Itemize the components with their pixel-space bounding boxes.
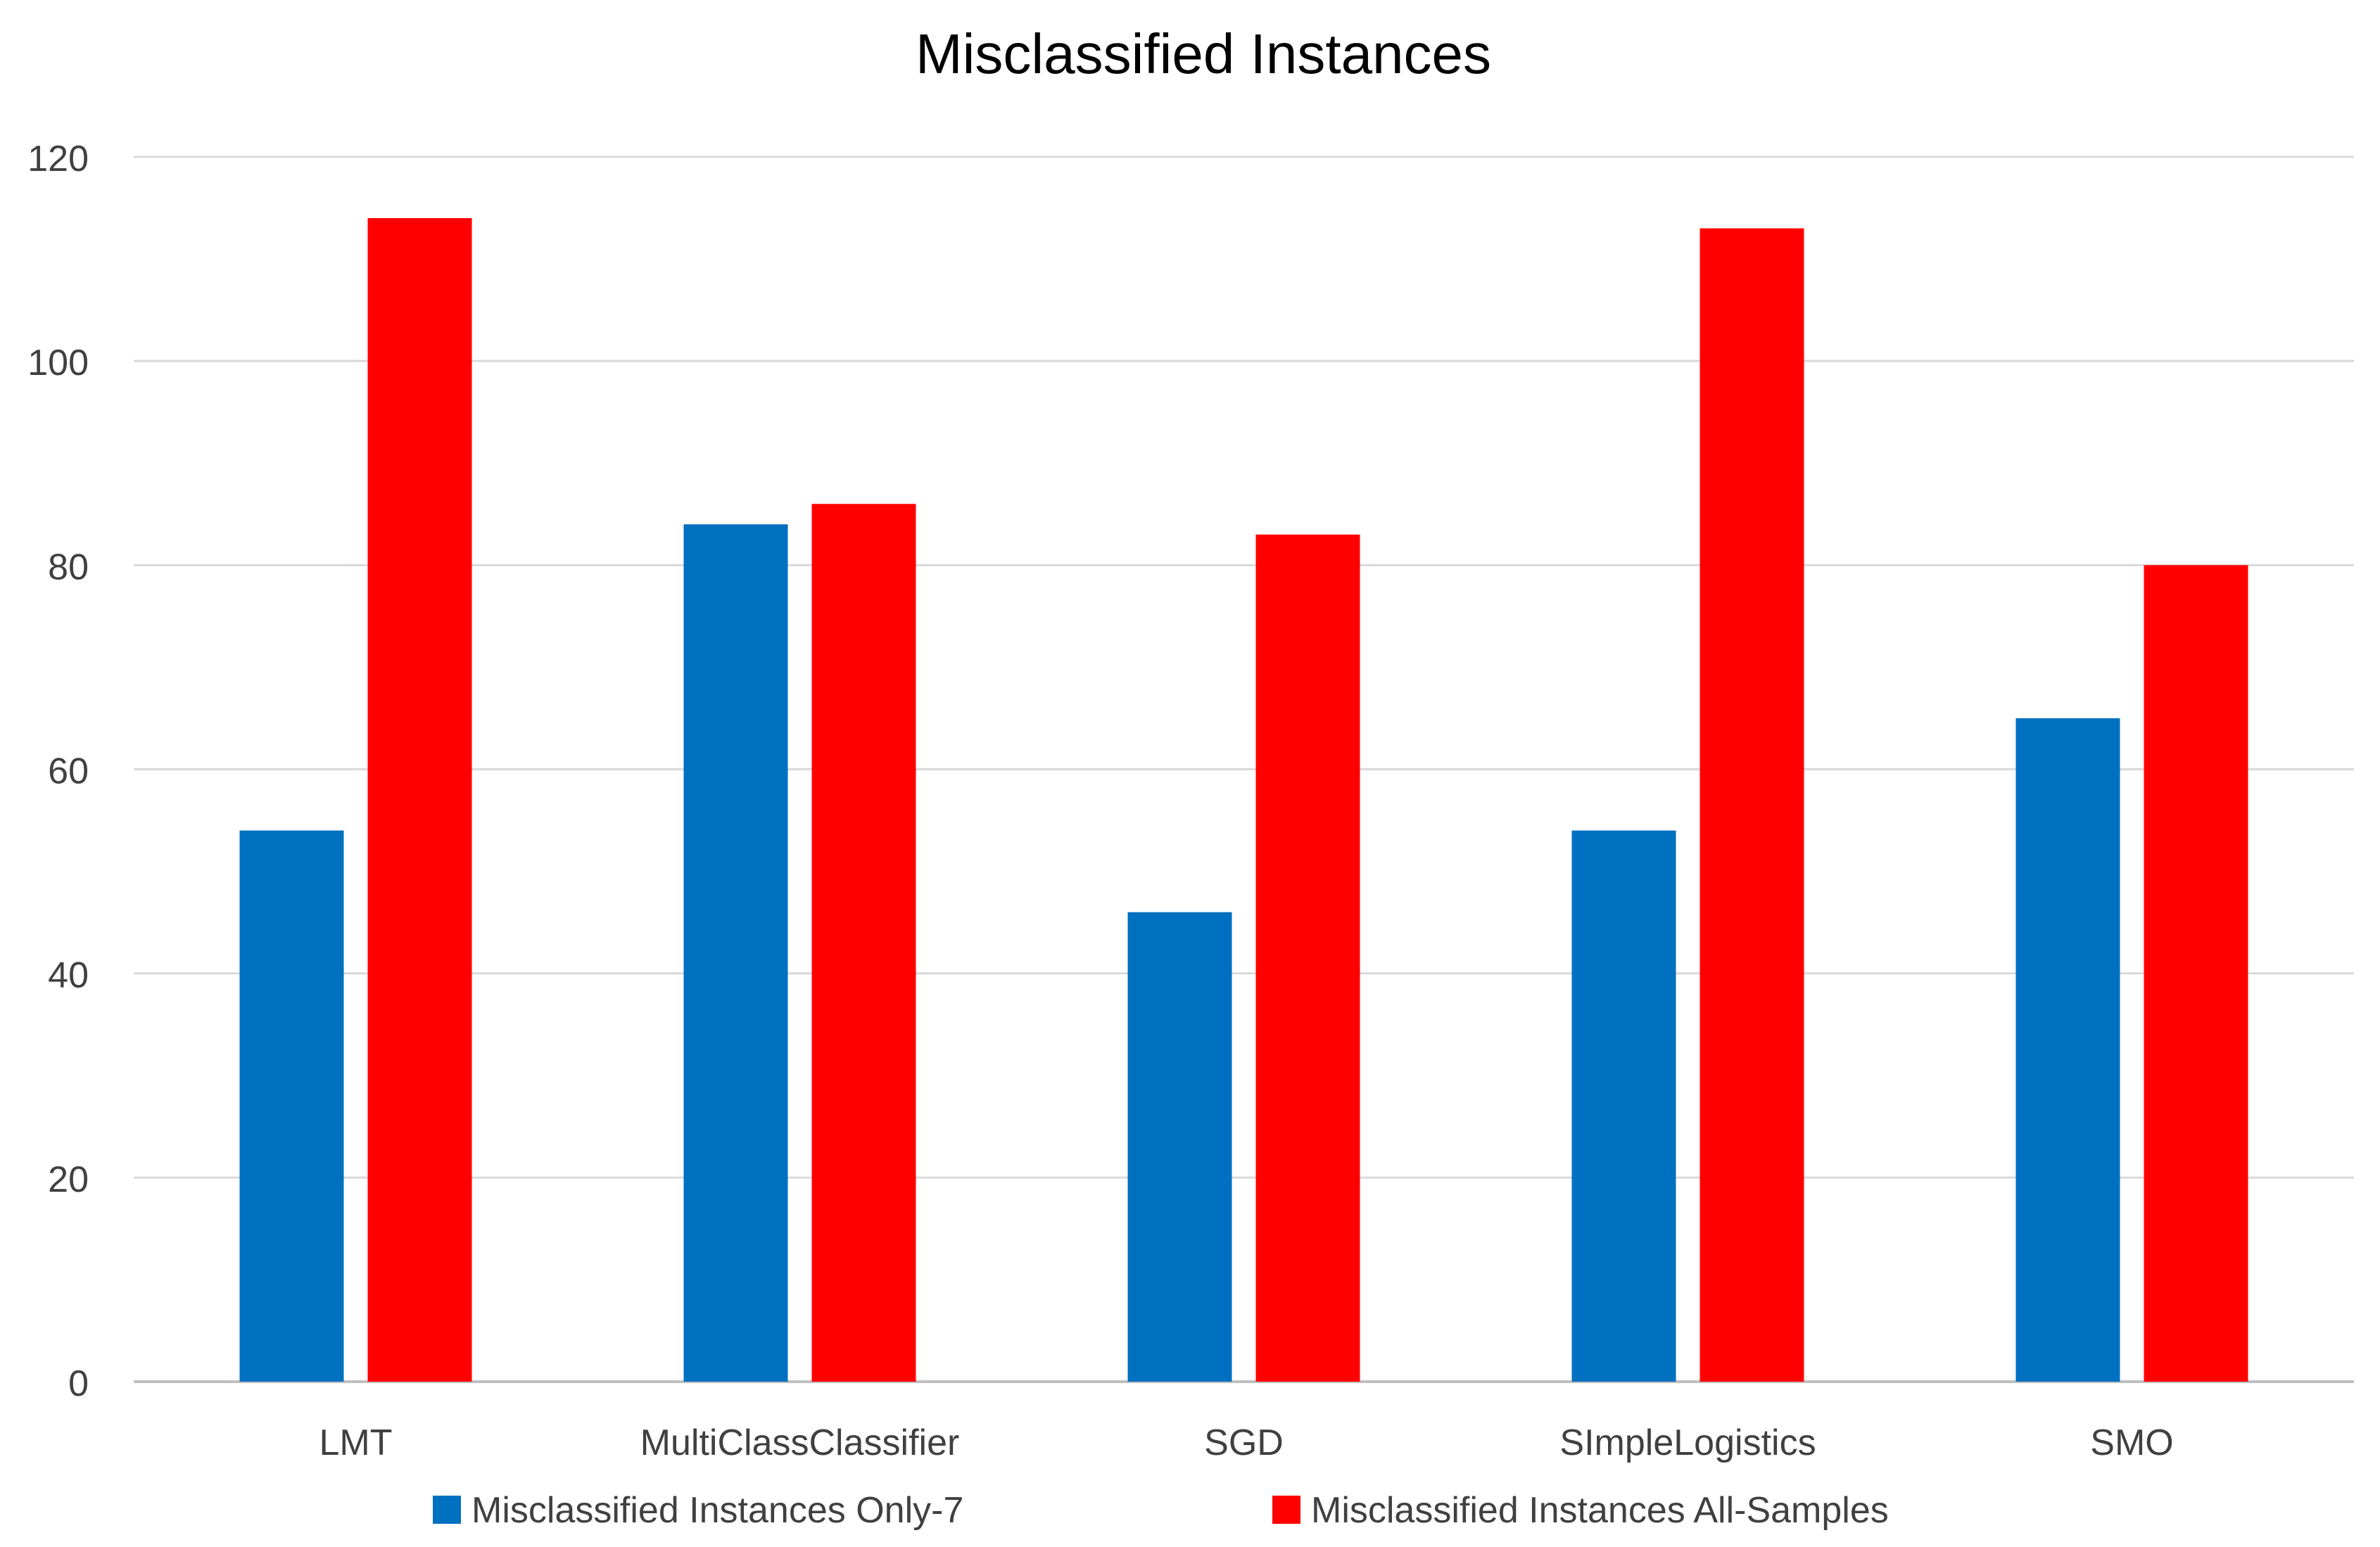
bar-smo-series-2: [2144, 565, 2248, 1382]
x-tick-label: LMT: [319, 1422, 393, 1463]
bar-lmt-series-2: [367, 218, 472, 1382]
bars: [239, 218, 2248, 1382]
chart-title: Misclassified Instances: [916, 23, 1491, 85]
y-tick-label: 80: [48, 547, 89, 587]
x-axis-tick-labels: LMT MultiClassClassifier SGD SImpleLogistic…: [319, 1422, 2174, 1463]
bar-sgd-series-2: [1255, 534, 1360, 1382]
y-tick-label: 20: [48, 1159, 89, 1200]
legend: Misclassified Instances Only-7 Misclassif…: [433, 1490, 1889, 1531]
bar-lmt-series-1: [239, 830, 344, 1382]
x-tick-label: SMO: [2090, 1422, 2173, 1463]
gridlines: [134, 155, 2354, 1383]
y-tick-label: 120: [27, 139, 89, 179]
bar-simplelogistics-series-1: [1571, 830, 1676, 1382]
bar-smo-series-1: [2015, 718, 2120, 1382]
bar-simplelogistics-series-2: [1699, 228, 1804, 1382]
legend-swatch: [1272, 1496, 1300, 1524]
bar-multiclassclassifier-series-2: [811, 504, 916, 1382]
legend-swatch: [433, 1496, 461, 1524]
x-tick-label: SImpleLogistics: [1559, 1422, 1816, 1463]
y-axis-tick-labels: 0 20 40 60 80 100 120: [27, 139, 89, 1404]
legend-label: Misclassified Instances All-Samples: [1311, 1490, 1889, 1531]
bar-sgd-series-1: [1127, 912, 1232, 1382]
y-tick-label: 60: [48, 751, 89, 792]
x-tick-label: SGD: [1204, 1422, 1284, 1463]
x-tick-label: MultiClassClassifier: [640, 1422, 960, 1463]
y-tick-label: 40: [48, 955, 89, 996]
legend-label: Misclassified Instances Only-7: [471, 1490, 963, 1531]
bar-multiclassclassifier-series-1: [683, 524, 788, 1382]
y-tick-label: 0: [68, 1363, 89, 1404]
y-tick-label: 100: [27, 343, 89, 383]
